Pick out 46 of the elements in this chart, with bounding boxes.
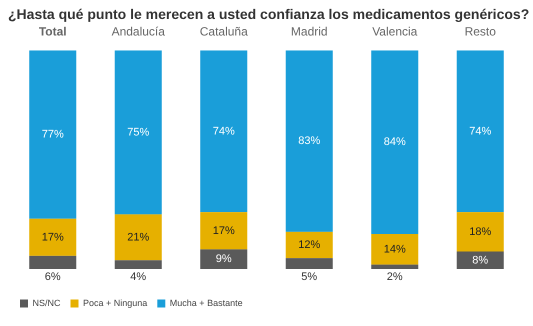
- x-tick-label: Cataluña: [200, 24, 248, 39]
- bar: [371, 50, 418, 234]
- data-label: 18%: [469, 226, 492, 238]
- data-label: 6%: [44, 271, 61, 284]
- bar: [200, 50, 248, 212]
- bar: [456, 252, 504, 269]
- data-label: 14%: [384, 243, 406, 256]
- data-label: 9%: [216, 253, 232, 266]
- data-label: 21%: [127, 231, 150, 244]
- bar: [286, 50, 333, 232]
- bar: [371, 264, 418, 269]
- data-label: 74%: [469, 125, 492, 138]
- bar: [200, 249, 248, 269]
- data-label: 5%: [301, 271, 318, 284]
- legend-label: NS/NC: [32, 298, 61, 308]
- legend-label: Mucha + Bastante: [170, 298, 243, 308]
- data-label: 2%: [386, 271, 403, 284]
- bar: [200, 212, 248, 250]
- x-tick-label: Resto: [464, 24, 496, 39]
- legend-label: Poca + Ninguna: [83, 298, 148, 308]
- data-label: 74%: [212, 125, 235, 138]
- bar: [456, 50, 504, 212]
- bar: [29, 218, 76, 256]
- data-label: 84%: [384, 136, 406, 148]
- data-label: 17%: [42, 231, 64, 244]
- x-tick-label: Total: [38, 24, 67, 39]
- x-tick-label: Andalucía: [112, 24, 166, 39]
- bar: [456, 212, 504, 252]
- data-label: 83%: [298, 135, 320, 148]
- data-label: 4%: [130, 271, 146, 284]
- bar: [114, 214, 162, 260]
- bar: [114, 260, 162, 269]
- x-tick-label: Madrid: [290, 24, 328, 39]
- bar: [114, 50, 162, 214]
- chart-title: ¿Hasta qué punto le merecen a usted confianza los medicamentos genéricos?: [7, 5, 530, 22]
- x-tick-label: Valencia: [372, 24, 418, 39]
- bar: [286, 258, 333, 269]
- bar: [286, 232, 333, 258]
- bar: [29, 50, 76, 219]
- data-label: 75%: [127, 126, 150, 138]
- bar: [29, 256, 76, 269]
- data-label: 17%: [212, 224, 235, 237]
- bar: [371, 234, 418, 265]
- data-label: 12%: [298, 238, 320, 251]
- data-label: 77%: [42, 128, 64, 141]
- data-label: 8%: [472, 254, 488, 266]
